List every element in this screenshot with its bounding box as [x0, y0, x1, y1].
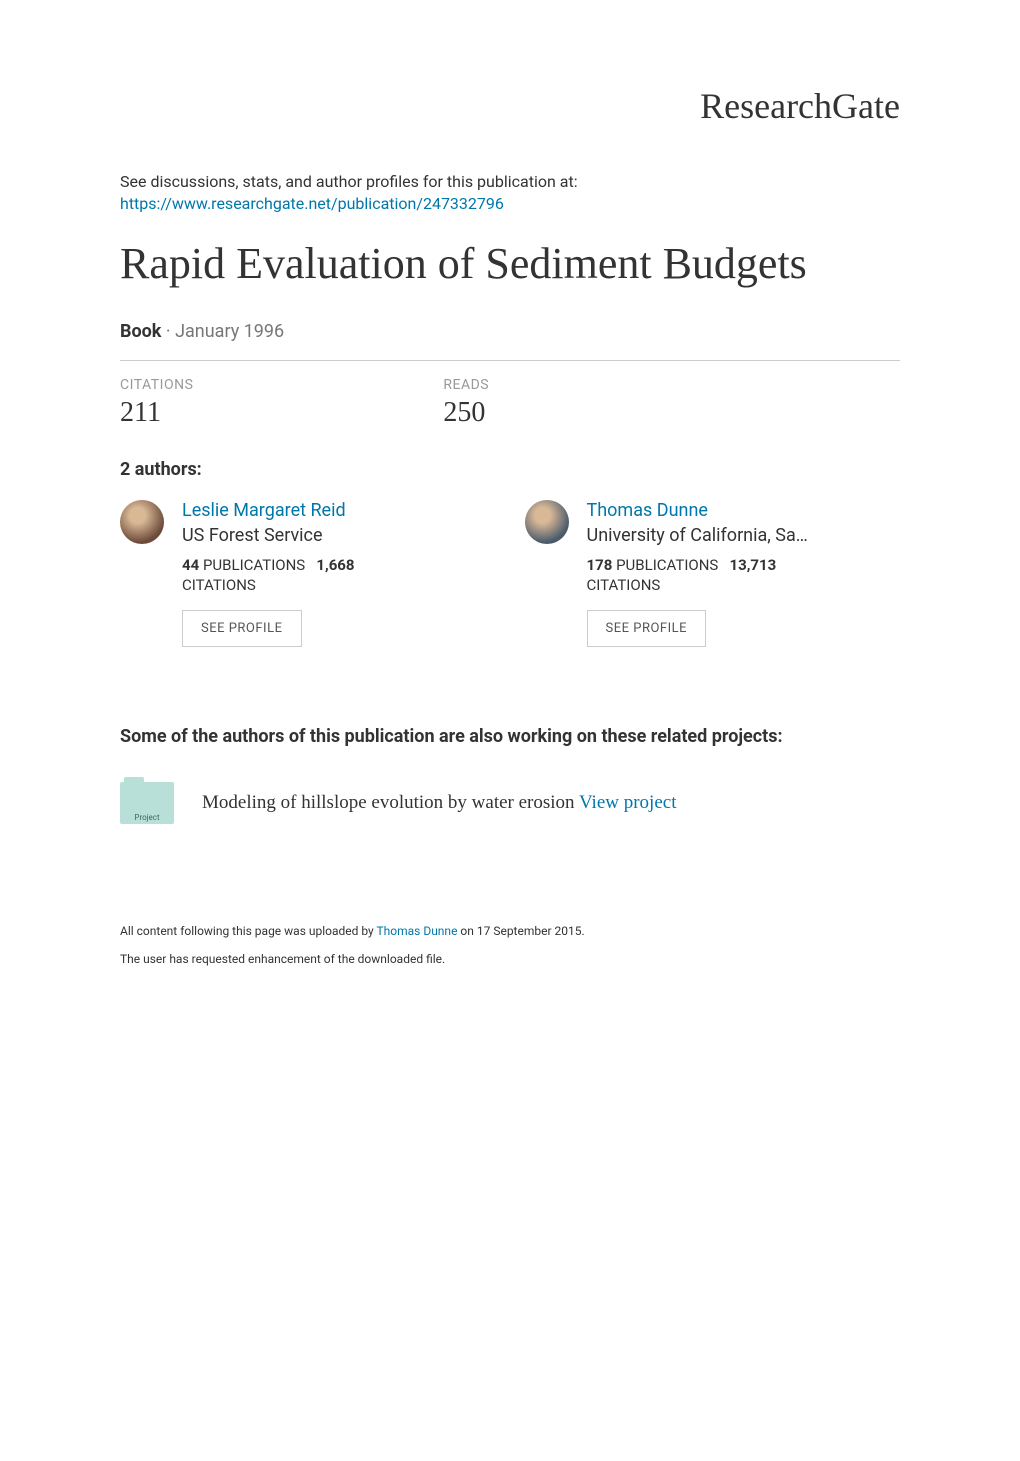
- author-affiliation: University of California, Sa…: [587, 525, 808, 546]
- author-pub-count: 178: [587, 556, 613, 574]
- see-profile-button[interactable]: SEE PROFILE: [182, 610, 302, 647]
- author-name-link[interactable]: Leslie Margaret Reid: [182, 500, 355, 521]
- author-pub-label: PUBLICATIONS: [203, 556, 305, 574]
- author-cite-label: CITATIONS: [587, 576, 808, 594]
- publication-separator: ·: [161, 321, 175, 342]
- author-pub-stats: 44 PUBLICATIONS 1,668: [182, 556, 355, 574]
- publication-date: January 1996: [175, 321, 284, 342]
- footer-upload-info: All content following this page was uplo…: [120, 924, 900, 938]
- publication-meta: Book · January 1996: [120, 321, 900, 342]
- reads-label: READS: [443, 377, 489, 393]
- citations-stat: CITATIONS 211: [120, 377, 193, 429]
- project-row: Project Modeling of hillslope evolution …: [120, 782, 900, 824]
- project-title: Modeling of hillslope evolution by water…: [202, 792, 579, 813]
- publication-url-link[interactable]: https://www.researchgate.net/publication…: [120, 194, 900, 213]
- header-logo-area: ResearchGate: [120, 85, 900, 127]
- author-info: Leslie Margaret Reid US Forest Service 4…: [182, 500, 355, 647]
- author-cite-label: CITATIONS: [182, 576, 355, 594]
- reads-value: 250: [443, 397, 489, 429]
- author-avatar[interactable]: [525, 500, 569, 544]
- author-pub-count: 44: [182, 556, 199, 574]
- footer-enhancement-note: The user has requested enhancement of th…: [120, 952, 900, 966]
- reads-stat: READS 250: [443, 377, 489, 429]
- author-pub-stats: 178 PUBLICATIONS 13,713: [587, 556, 808, 574]
- project-folder-icon[interactable]: Project: [120, 782, 174, 824]
- authors-count-label: 2 authors:: [120, 459, 900, 480]
- author-affiliation: US Forest Service: [182, 525, 355, 546]
- author-cite-count: 1,668: [316, 556, 354, 574]
- publication-type: Book: [120, 321, 161, 342]
- author-name-link[interactable]: Thomas Dunne: [587, 500, 808, 521]
- related-projects-heading: Some of the authors of this publication …: [120, 722, 900, 753]
- publication-title: Rapid Evaluation of Sediment Budgets: [120, 238, 900, 291]
- author-pub-label: PUBLICATIONS: [616, 556, 718, 574]
- author-info: Thomas Dunne University of California, S…: [587, 500, 808, 647]
- page-footer: All content following this page was uplo…: [120, 924, 900, 966]
- author-card: Leslie Margaret Reid US Forest Service 4…: [120, 500, 355, 647]
- stats-row: CITATIONS 211 READS 250: [120, 361, 900, 459]
- project-folder-tab: [124, 777, 144, 785]
- project-icon-label: Project: [134, 813, 159, 822]
- see-profile-button[interactable]: SEE PROFILE: [587, 610, 707, 647]
- footer-suffix: on 17 September 2015.: [457, 924, 584, 938]
- researchgate-logo[interactable]: ResearchGate: [700, 85, 900, 127]
- authors-grid: Leslie Margaret Reid US Forest Service 4…: [120, 500, 900, 647]
- view-project-link[interactable]: View project: [579, 792, 677, 813]
- discussions-text: See discussions, stats, and author profi…: [120, 172, 900, 191]
- author-cite-count: 13,713: [730, 556, 777, 574]
- footer-prefix: All content following this page was uplo…: [120, 924, 376, 938]
- citations-value: 211: [120, 397, 193, 429]
- author-avatar[interactable]: [120, 500, 164, 544]
- citations-label: CITATIONS: [120, 377, 193, 393]
- project-title-text: Modeling of hillslope evolution by water…: [202, 792, 676, 814]
- footer-uploader-link[interactable]: Thomas Dunne: [376, 924, 457, 938]
- author-card: Thomas Dunne University of California, S…: [525, 500, 808, 647]
